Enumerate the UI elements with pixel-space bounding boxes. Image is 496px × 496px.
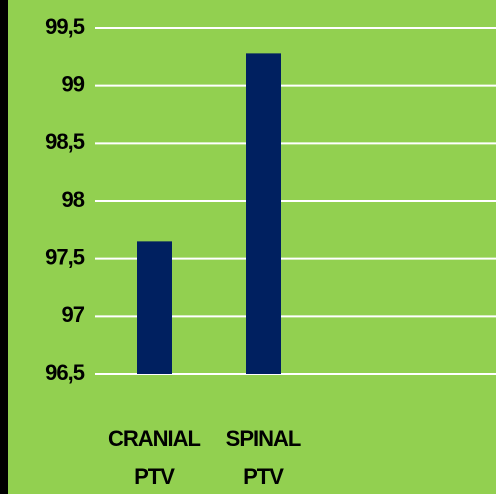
y-tick-label: 97: [62, 302, 85, 327]
bar: [137, 241, 172, 374]
left-border: [0, 0, 8, 494]
y-tick-label: 99,5: [45, 14, 85, 39]
y-tick-label: 99: [62, 71, 85, 96]
y-tick-label: 96,5: [45, 360, 85, 385]
y-tick-label: 97,5: [45, 244, 85, 269]
y-tick-label: 98: [62, 187, 85, 212]
bar: [246, 53, 281, 375]
x-tick-label: CRANIAL PTV: [108, 426, 201, 489]
x-tick-label: SPINAL PTV: [225, 426, 302, 489]
y-tick-label: 98,5: [45, 129, 85, 154]
